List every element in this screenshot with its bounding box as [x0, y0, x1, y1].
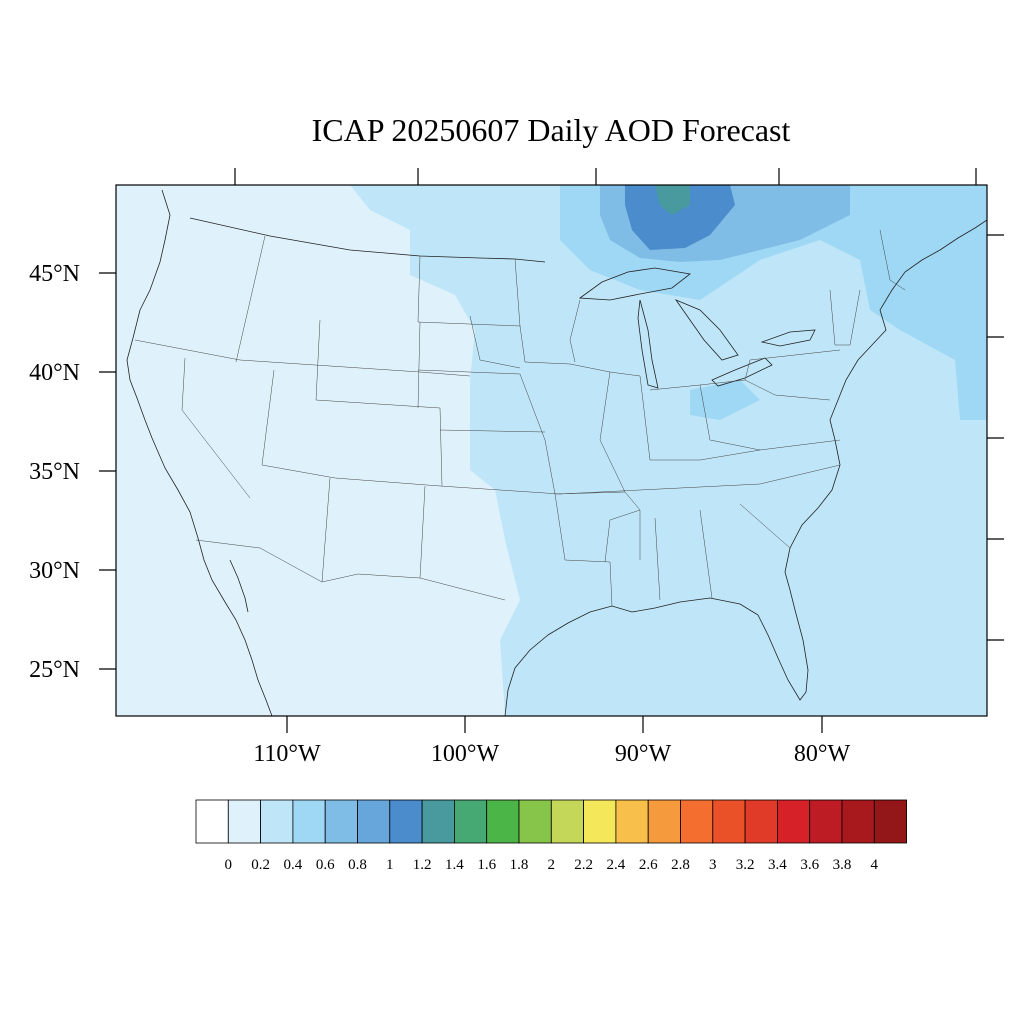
colorbar-swatch [389, 799, 423, 844]
colorbar-swatch [195, 799, 229, 844]
colorbar-label: 3 [709, 857, 717, 873]
lat-label-25: 25°N [29, 657, 80, 683]
colorbar-label: 0.8 [348, 857, 367, 873]
aod-field [350, 185, 987, 716]
lat-label-35: 35°N [29, 459, 80, 485]
colorbar-label: 3.8 [833, 857, 852, 873]
map-frame [115, 184, 988, 717]
colorbar-label: 2 [548, 857, 556, 873]
colorbar-swatch [647, 799, 681, 844]
aod-region [655, 185, 690, 215]
colorbar-swatch [324, 799, 358, 844]
colorbar-swatches [195, 799, 907, 844]
colorbar-label: 1.2 [413, 857, 432, 873]
colorbar-label: 0.6 [316, 857, 335, 873]
colorbar-label: 1.4 [445, 857, 464, 873]
colorbar-swatch [841, 799, 875, 844]
colorbar-label: 1.6 [477, 857, 496, 873]
colorbar-swatch [292, 799, 326, 844]
aod-region [625, 185, 735, 250]
colorbar-label: 2.2 [574, 857, 593, 873]
lake-superior [578, 267, 691, 301]
colorbar-swatch [227, 799, 262, 844]
colorbar-swatch [518, 799, 552, 844]
colorbar-swatch [550, 799, 584, 844]
colorbar-label: 3.2 [736, 857, 755, 873]
lon-label-80w: 80°W [794, 741, 851, 767]
lon-label-110w: 110°W [253, 741, 321, 767]
lake-huron [674, 299, 739, 361]
colorbar-swatch [453, 799, 488, 844]
florida-coastline [757, 571, 809, 701]
colorbar-label: 0 [225, 857, 233, 873]
colorbar-swatch [421, 799, 455, 844]
lon-label-100w: 100°W [431, 741, 500, 767]
colorbar-label: 2.6 [639, 857, 658, 873]
lat-label-45: 45°N [29, 261, 80, 287]
aod-region [690, 380, 760, 420]
pacific-coastline [126, 189, 273, 716]
colorbar-label: 0.4 [284, 857, 303, 873]
aod-region [350, 185, 987, 716]
colorbar-label: 1.8 [510, 857, 529, 873]
lat-label-40: 40°N [29, 360, 80, 386]
colorbar-swatch [583, 799, 617, 844]
lon-label-90w: 90°W [615, 741, 672, 767]
lake-erie [711, 357, 773, 387]
colorbar-label: 1 [386, 857, 394, 873]
colorbar-label: 3.4 [768, 857, 787, 873]
lat-label-30: 30°N [29, 558, 80, 584]
frame-ticks [99, 168, 1004, 733]
colorbar-label: 3.6 [800, 857, 819, 873]
colorbar-labels: 0 0.2 0.4 0.6 0.8 1 1.2 1.4 1.6 1.8 2 2.2 2.4 2.6 2.8 3… [225, 857, 879, 873]
figure-title: ICAP 20250607 Daily AOD Forecast [312, 112, 791, 148]
colorbar-swatch [615, 799, 649, 844]
gulf-coastline [504, 597, 759, 716]
colorbar-swatch [777, 799, 811, 844]
colorbar-swatch [712, 799, 746, 844]
aod-region [600, 620, 800, 716]
state-lines [134, 229, 906, 607]
colorbar-swatch [873, 799, 907, 844]
atlantic-coastline [784, 219, 987, 573]
map-panel: 45°N 40°N 35°N 30°N 25°N 110°W 100°W 90°… [29, 168, 1004, 767]
colorbar-swatch [680, 799, 714, 844]
colorbar-label: 2.8 [671, 857, 690, 873]
baja-coastline [229, 559, 249, 613]
colorbar-swatch [357, 799, 391, 844]
colorbar-swatch [809, 799, 843, 844]
colorbar-swatch [744, 799, 778, 844]
colorbar-swatch [486, 799, 520, 844]
colorbar-swatch [260, 799, 294, 844]
lake-michigan [637, 299, 659, 389]
colorbar-label: 2.4 [607, 857, 626, 873]
lake-ontario [760, 329, 816, 347]
boundary-lines [126, 189, 987, 716]
colorbar: 0 0.2 0.4 0.6 0.8 1 1.2 1.4 1.6 1.8 2 2.2 2.4 2.6 2.8 3… [195, 799, 907, 873]
colorbar-label: 4 [871, 857, 879, 873]
colorbar-label: 0.2 [251, 857, 270, 873]
